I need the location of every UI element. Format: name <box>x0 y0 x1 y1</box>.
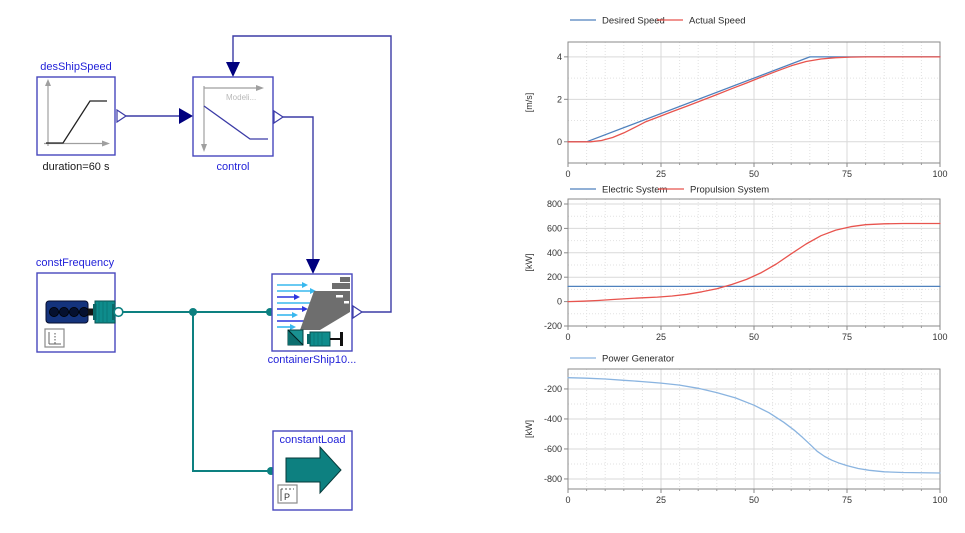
legend-label: Desired Speed <box>602 16 665 27</box>
y-tick-label: 2 <box>557 94 562 104</box>
block-control[interactable]: Modeli... control <box>192 76 285 173</box>
x-tick-label: 100 <box>932 332 947 342</box>
x-tick-label: 25 <box>656 495 666 505</box>
y-axis-label: [m/s] <box>524 93 534 113</box>
output-port-chevron[interactable] <box>116 108 128 124</box>
y-tick-label: 800 <box>547 199 562 209</box>
block-const-frequency[interactable]: constFrequency <box>36 257 124 353</box>
power-line-branch-to-load[interactable] <box>192 312 269 472</box>
y-tick-label: -400 <box>544 414 562 424</box>
block-des-ship-speed[interactable]: desShipSpeed duration=60 s <box>36 61 128 173</box>
speed-arrows-icon <box>277 282 318 330</box>
y-tick-label: 200 <box>547 272 562 282</box>
x-tick-label: 75 <box>842 169 852 179</box>
legend-label: Electric System <box>602 185 668 196</box>
control-curve-icon <box>201 85 268 152</box>
output-port-chevron[interactable] <box>352 304 364 320</box>
y-tick-label: 0 <box>557 297 562 307</box>
block-label: constantLoad <box>279 434 345 446</box>
x-tick-label: 75 <box>842 495 852 505</box>
junction-dot <box>189 308 197 316</box>
y-tick-label: -600 <box>544 444 562 454</box>
block-label: desShipSpeed <box>40 61 112 73</box>
converter-icon <box>287 329 304 346</box>
watermark-text: Modeli... <box>226 93 256 102</box>
power-mini-icon: P <box>277 484 298 504</box>
series-line <box>567 56 941 143</box>
signal-arrowheads <box>179 62 320 274</box>
block-label: constFrequency <box>36 257 115 269</box>
power-connections[interactable] <box>122 311 289 472</box>
x-tick-label: 0 <box>565 169 570 179</box>
x-tick-label: 0 <box>565 332 570 342</box>
y-tick-label: 400 <box>547 248 562 258</box>
block-constant-load[interactable]: constantLoad P <box>272 430 353 511</box>
series-line <box>567 377 941 474</box>
load-arrow-icon <box>285 445 342 495</box>
x-tick-label: 25 <box>656 169 666 179</box>
arrowhead-into-control-left <box>179 108 193 124</box>
y-axis-label: [kW] <box>524 254 534 272</box>
x-tick-label: 100 <box>932 495 947 505</box>
x-tick-label: 50 <box>749 495 759 505</box>
power-icon-letter: P <box>284 492 290 502</box>
ramp-icon <box>44 79 110 147</box>
generator-icon <box>93 300 116 324</box>
electrical-port[interactable] <box>113 306 124 318</box>
y-tick-label: -800 <box>544 474 562 484</box>
x-tick-label: 100 <box>932 169 947 179</box>
y-axis-label: [kW] <box>524 420 534 438</box>
block-label: control <box>216 161 249 173</box>
arrowhead-into-ship-top <box>306 259 320 274</box>
arrowhead-into-control-top <box>226 62 240 77</box>
block-parameter: duration=60 s <box>43 161 110 173</box>
power-junction-dots <box>189 308 275 475</box>
diagram-canvas[interactable]: desShipSpeed duration=60 s Modeli... con… <box>0 0 520 533</box>
signal-control-to-ship[interactable] <box>283 116 314 259</box>
signal-connections[interactable] <box>126 35 392 313</box>
system-power-chart: 0 25 50 75 100-2000200400600800[kW]Electric … <box>524 185 948 343</box>
legend-label: Power Generator <box>602 354 674 365</box>
x-tick-label: 50 <box>749 332 759 342</box>
y-tick-label: 600 <box>547 223 562 233</box>
block-label: containerShip10... <box>268 354 357 366</box>
x-tick-label: 0 <box>565 495 570 505</box>
engine-icon <box>45 300 95 324</box>
x-tick-label: 50 <box>749 169 759 179</box>
block-frame[interactable] <box>192 76 274 157</box>
generator-power-chart: 0 25 50 75 100 -800 -600 -400 -200 [kW] Power Gene… <box>524 354 948 506</box>
motor-icon <box>307 331 343 347</box>
frequency-mini-plot-icon <box>44 328 65 348</box>
legend-label: Propulsion System <box>690 185 769 196</box>
y-tick-label: 0 <box>557 137 562 147</box>
y-tick-label: -200 <box>544 321 562 331</box>
y-tick-label: -200 <box>544 384 562 394</box>
series-line <box>567 222 941 303</box>
x-tick-label: 75 <box>842 332 852 342</box>
ship-hull-icon <box>300 277 350 330</box>
speed-chart: 0 25 50 75 100 0 2 4 [m/s] Desired Speed Actual Sp… <box>524 16 948 180</box>
signal-feedback-loop[interactable] <box>232 35 392 313</box>
y-tick-label: 4 <box>557 52 562 62</box>
legend-label: Actual Speed <box>689 16 746 27</box>
x-tick-label: 25 <box>656 332 666 342</box>
block-container-ship[interactable]: containerShip10... <box>268 273 364 366</box>
output-port-chevron[interactable] <box>273 109 285 125</box>
